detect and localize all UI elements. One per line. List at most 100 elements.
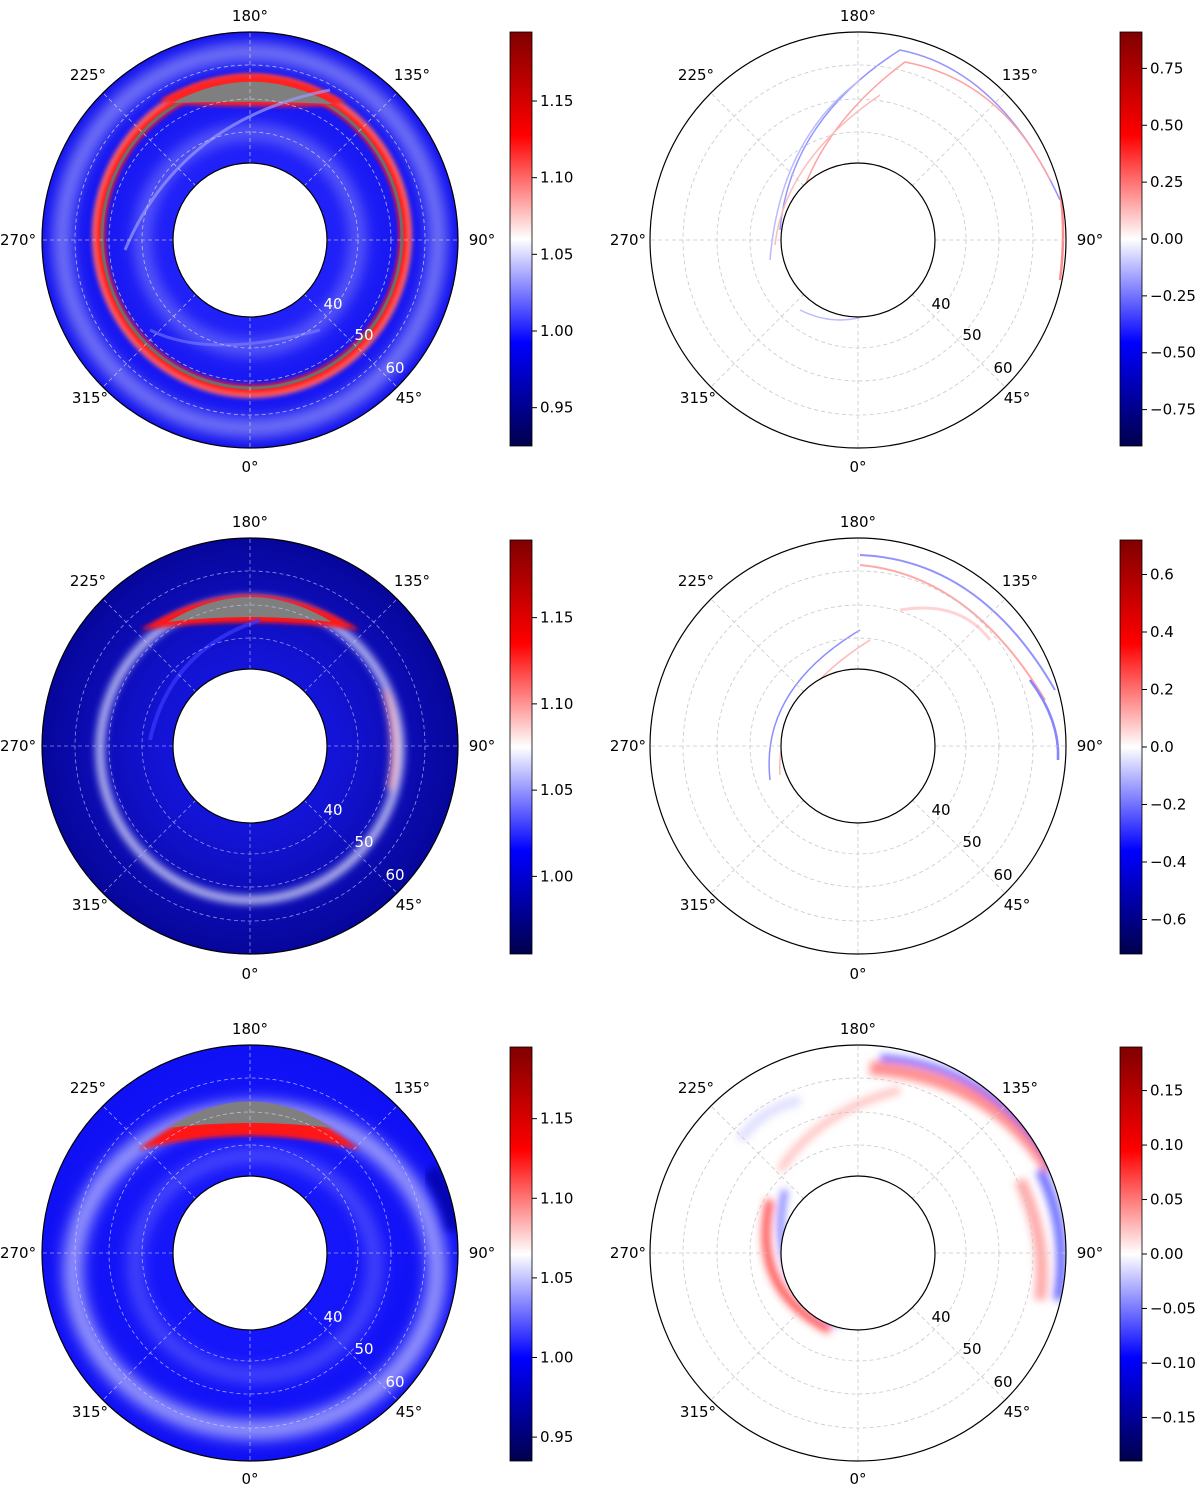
- inner-boundary-6: [780, 1175, 936, 1331]
- radial-label: 50: [962, 1340, 981, 1358]
- radial-label: 40: [931, 1308, 950, 1326]
- panel-1: 180° 135° 90° 45° 0° 315° 270° 225° 40 5…: [0, 7, 573, 476]
- outer-boundary-4: [649, 537, 1067, 955]
- theta-label: 315°: [72, 1403, 108, 1421]
- colorbar-tick-label: 0.4: [1150, 623, 1174, 641]
- colorbar-tick-label: 1.10: [540, 1189, 573, 1207]
- colorbar-tick-label: 0.25: [1150, 173, 1183, 191]
- polar-grid-6: [650, 1045, 1066, 1461]
- theta-label: 315°: [680, 389, 716, 407]
- colorbar-tick-label: −0.05: [1150, 1299, 1196, 1317]
- theta-label: 90°: [1077, 231, 1104, 249]
- colorbar-tick-label: 0.05: [1150, 1191, 1183, 1209]
- radial-label: 60: [993, 359, 1012, 377]
- radial-label: 50: [962, 326, 981, 344]
- theta-label: 315°: [72, 896, 108, 914]
- theta-label: 135°: [1002, 1079, 1038, 1097]
- theta-label: 0°: [241, 1470, 258, 1488]
- radial-label: 60: [993, 1373, 1012, 1391]
- outer-boundary-2: [649, 31, 1067, 449]
- radial-label: 50: [354, 1340, 373, 1358]
- outer-boundary-5: [41, 1044, 459, 1462]
- theta-label: 225°: [678, 66, 714, 84]
- colorbar-3: 1.15 1.10 1.05 1.00: [509, 539, 573, 955]
- theta-label: 45°: [1004, 389, 1031, 407]
- colorbar-tick-label: −0.15: [1150, 1408, 1196, 1426]
- theta-label: 135°: [394, 572, 430, 590]
- theta-label: 225°: [678, 572, 714, 590]
- radial-label: 40: [931, 295, 950, 313]
- inner-boundary-4: [780, 668, 936, 824]
- outer-boundary-6: [649, 1044, 1067, 1462]
- colorbar-tick-label: 0.75: [1150, 59, 1183, 77]
- colorbar-tick-label: 1.15: [540, 92, 573, 110]
- colorbar-1: 1.15 1.10 1.05 1.00 0.95: [509, 31, 573, 447]
- colorbar-tick-label: 1.05: [540, 781, 573, 799]
- colorbar-tick-label: 0.2: [1150, 681, 1174, 699]
- radial-label: 60: [993, 866, 1012, 884]
- colorbar-tick-label: 0.6: [1150, 566, 1174, 584]
- theta-label: 180°: [232, 513, 268, 531]
- polar-grid-4: [650, 538, 1066, 954]
- theta-label: 135°: [394, 1079, 430, 1097]
- theta-label: 270°: [0, 231, 36, 249]
- colorbar-tick-label: 1.10: [540, 695, 573, 713]
- theta-label: 135°: [394, 66, 430, 84]
- colorbar-tick-label: −0.6: [1150, 911, 1186, 929]
- outer-boundary-3: [41, 537, 459, 955]
- inner-boundary-5: [172, 1175, 328, 1331]
- radial-label: 40: [323, 1308, 342, 1326]
- theta-label: 0°: [849, 458, 866, 476]
- inner-boundary-3: [172, 668, 328, 824]
- inner-boundary-1: [172, 162, 328, 318]
- panel-3: 180° 135° 90° 45° 0° 315° 270° 225° 40 5…: [0, 513, 573, 983]
- theta-label: 225°: [678, 1079, 714, 1097]
- theta-label: 315°: [680, 896, 716, 914]
- colorbar-tick-label: 1.05: [540, 245, 573, 263]
- theta-label: 315°: [680, 1403, 716, 1421]
- colorbar-tick-label: 1.10: [540, 169, 573, 187]
- colorbar-2: 0.75 0.50 0.25 0.00 −0.25 −0.50 −0.75: [1119, 31, 1196, 447]
- theta-label: 180°: [840, 513, 876, 531]
- colorbar-tick-label: 1.00: [540, 1349, 573, 1367]
- theta-label: 225°: [70, 66, 106, 84]
- panel-5: 180° 135° 90° 45° 0° 315° 270° 225° 40 5…: [0, 1020, 573, 1488]
- colorbar-tick-label: −0.10: [1150, 1354, 1196, 1372]
- colorbar-6: 0.15 0.10 0.05 0.00 −0.05 −0.10 −0.15: [1119, 1046, 1196, 1462]
- theta-label: 270°: [0, 737, 36, 755]
- colorbar-tick-label: 1.00: [540, 867, 573, 885]
- theta-label: 225°: [70, 572, 106, 590]
- theta-label: 270°: [0, 1244, 36, 1262]
- theta-label: 90°: [469, 1244, 496, 1262]
- theta-label: 180°: [232, 7, 268, 25]
- theta-label: 45°: [396, 389, 423, 407]
- colorbar-tick-label: 0.95: [540, 399, 573, 417]
- polar-grid-2: [650, 32, 1066, 448]
- theta-label: 90°: [1077, 737, 1104, 755]
- theta-label: 45°: [396, 1403, 423, 1421]
- theta-label: 135°: [1002, 66, 1038, 84]
- radial-label: 50: [354, 326, 373, 344]
- colorbar-tick-label: −0.2: [1150, 796, 1186, 814]
- radial-label: 50: [962, 833, 981, 851]
- colorbar-tick-label: 1.15: [540, 609, 573, 627]
- colorbar-tick-label: 0.50: [1150, 116, 1183, 134]
- radial-label: 60: [385, 359, 404, 377]
- theta-label: 270°: [610, 1244, 646, 1262]
- colorbar-tick-label: 1.00: [540, 322, 573, 340]
- theta-label: 270°: [610, 737, 646, 755]
- colorbar-tick-label: 0.95: [540, 1428, 573, 1446]
- colorbar-tick-label: −0.75: [1150, 401, 1196, 419]
- theta-label: 225°: [70, 1079, 106, 1097]
- theta-label: 270°: [610, 231, 646, 249]
- panel-4: 180° 135° 90° 45° 0° 315° 270° 225° 40 5…: [610, 513, 1187, 983]
- radial-label: 40: [931, 801, 950, 819]
- polar-grid-3: [42, 538, 458, 954]
- panel-2: 180° 135° 90° 45° 0° 315° 270° 225° 40 5…: [610, 7, 1196, 476]
- colorbar-tick-label: 0.00: [1150, 1245, 1183, 1263]
- theta-label: 180°: [840, 7, 876, 25]
- theta-label: 90°: [469, 737, 496, 755]
- theta-label: 315°: [72, 389, 108, 407]
- colorbar-tick-label: −0.25: [1150, 287, 1196, 305]
